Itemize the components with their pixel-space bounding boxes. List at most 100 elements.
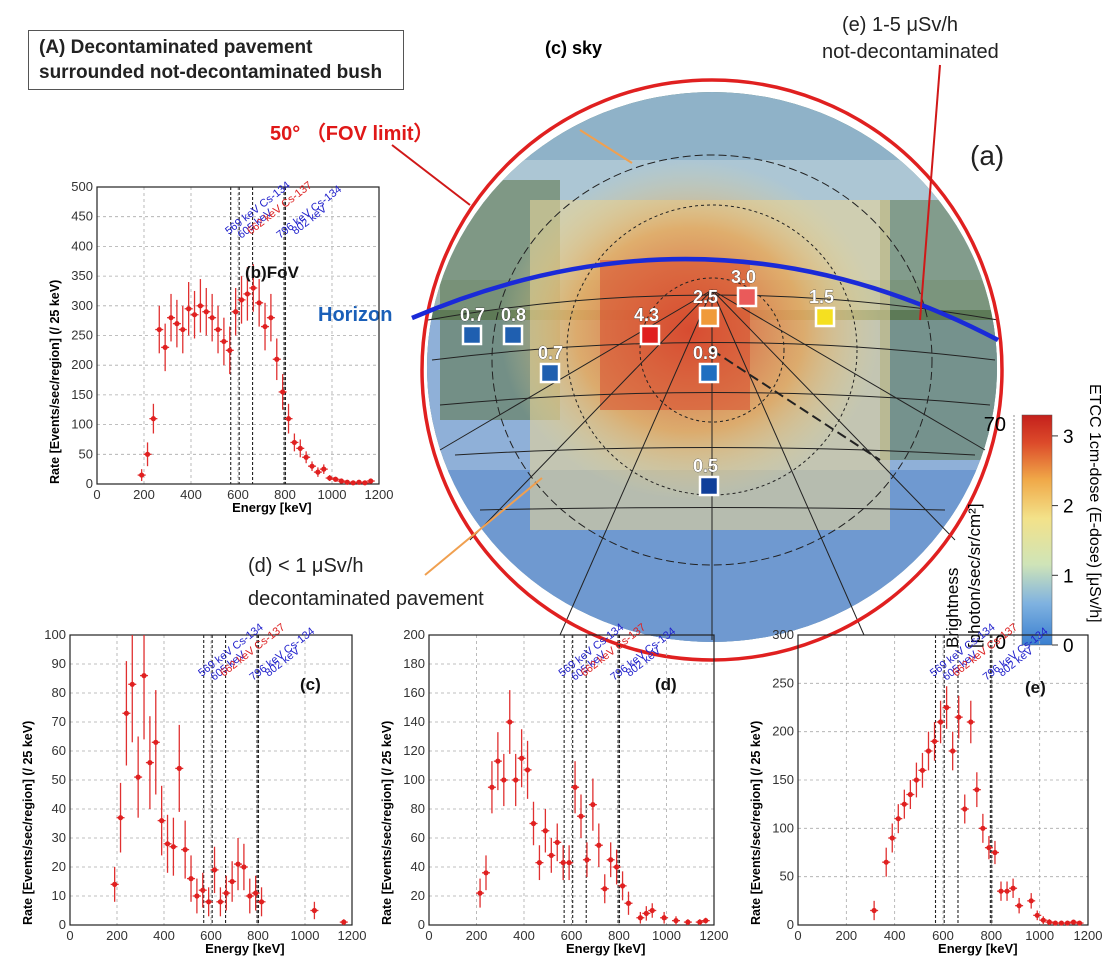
y-tick-label: 500 <box>71 179 93 194</box>
fov-pointer-line <box>391 144 471 206</box>
x-tick-label: 1200 <box>1074 928 1102 943</box>
panel-a-title-box: (A) Decontaminated pavement surrounded n… <box>28 30 404 90</box>
x-tick-label: 1200 <box>365 487 394 502</box>
data-point <box>241 864 247 870</box>
data-point <box>229 878 235 885</box>
data-point <box>889 835 895 841</box>
x-tick-label: 800 <box>608 928 630 943</box>
x-tick-label: 200 <box>106 928 128 943</box>
data-point <box>150 416 156 422</box>
dose-marker <box>461 324 483 346</box>
x-axis-label: Energy [keV] <box>232 500 311 515</box>
y-tick-label: 0 <box>59 917 66 932</box>
data-point <box>247 893 253 899</box>
y-tick-label: 200 <box>403 627 425 642</box>
data-point <box>156 326 162 333</box>
data-point <box>129 681 135 687</box>
data-point <box>211 867 218 873</box>
data-point <box>332 476 339 482</box>
dose-marker-label: 0.9 <box>693 343 718 363</box>
data-point <box>956 714 962 720</box>
data-point <box>309 463 315 469</box>
data-point <box>262 323 268 330</box>
y-axis-label: Rate [Events/sec/region] (/ 25 keV) <box>21 721 35 925</box>
data-point <box>174 321 180 327</box>
data-point <box>147 760 153 766</box>
data-point <box>206 899 212 905</box>
data-point <box>602 886 608 892</box>
y-tick-label: 80 <box>411 801 425 816</box>
y-tick-label: 100 <box>44 627 66 642</box>
data-point <box>168 315 174 321</box>
x-tick-label: 800 <box>274 487 296 502</box>
data-point <box>176 765 182 771</box>
data-point <box>112 881 118 887</box>
data-point <box>913 777 920 783</box>
data-point <box>203 309 209 315</box>
data-point <box>341 919 347 925</box>
brightness-unit-label: [photon/sec/sr/cm²] <box>965 503 984 648</box>
data-point <box>315 469 321 475</box>
x-tick-label: 400 <box>180 487 202 502</box>
sky-region-label: (c) sky <box>545 38 603 58</box>
data-point <box>637 915 643 921</box>
data-point <box>244 291 250 297</box>
data-point <box>253 890 259 896</box>
data-point <box>661 915 667 921</box>
data-point <box>338 478 344 484</box>
data-point <box>590 802 596 808</box>
data-point <box>217 899 223 905</box>
y-tick-label: 60 <box>411 830 425 845</box>
data-point <box>215 326 221 333</box>
dose-marker <box>698 306 720 328</box>
plot-panel-label: (e) <box>1025 678 1046 697</box>
data-point <box>233 309 239 315</box>
bush-region-label-line1: (e) 1-5 μSv/h <box>842 14 959 36</box>
pavement-region-label: (d) < 1 μSv/h decontaminated pavement <box>248 550 484 616</box>
data-point <box>227 347 233 353</box>
data-point <box>883 859 889 865</box>
spectrum-plot-pavement: 0 200 400 600 800 1000 1200 0 20 40 60 80 100 120 140 1… <box>380 621 728 956</box>
panel-a-title-line1: (A) Decontaminated pavement <box>39 37 313 58</box>
coordinate-grid <box>427 154 999 640</box>
data-point <box>986 845 992 851</box>
spectrum-plot-sky: 0 200 400 600 800 1000 1200 0 10 20 30 40 50 60 70 80 90… <box>21 621 366 956</box>
y-tick-label: 100 <box>772 820 794 835</box>
data-point <box>311 907 317 914</box>
data-point <box>901 801 907 807</box>
y-tick-label: 150 <box>71 387 93 402</box>
data-point <box>141 673 147 679</box>
data-point <box>968 719 974 725</box>
data-point <box>495 758 501 764</box>
plot-panel-label: (c) <box>300 675 321 694</box>
dose-marker-label: 0.7 <box>460 305 485 325</box>
y-tick-label: 50 <box>79 446 93 461</box>
data-point <box>685 919 691 925</box>
data-point <box>925 748 932 754</box>
data-point <box>135 774 141 780</box>
colorbar-gradient <box>1021 414 1053 646</box>
data-point <box>542 828 548 834</box>
sky-pointer-line <box>579 129 633 164</box>
x-tick-label: 0 <box>93 487 100 502</box>
x-axis-label: Energy [keV] <box>938 941 1017 956</box>
colorbar: 3 2 1 0 70 0 Brightness [photon/sec/sr/cm²] <box>943 414 1074 657</box>
data-point <box>1016 903 1022 909</box>
data-point <box>162 344 168 350</box>
y-tick-label: 200 <box>772 724 794 739</box>
data-point <box>919 767 926 773</box>
bush-pointer-line <box>919 64 941 321</box>
data-point <box>186 306 192 312</box>
data-point <box>1004 888 1010 894</box>
data-point <box>350 480 356 486</box>
y-tick-label: 450 <box>71 209 93 224</box>
data-point <box>1010 885 1016 891</box>
dose-marker <box>639 324 661 346</box>
data-point <box>280 389 286 395</box>
x-tick-label: 800 <box>980 928 1002 943</box>
y-tick-label: 160 <box>403 685 425 700</box>
spectrum-plot-bush: 0 200 400 600 800 1000 1200 0 50 100 150 200 250 300 E… <box>749 621 1102 956</box>
plot-panel-label: (d) <box>655 675 677 694</box>
data-point <box>871 907 877 914</box>
data-point <box>649 907 655 914</box>
